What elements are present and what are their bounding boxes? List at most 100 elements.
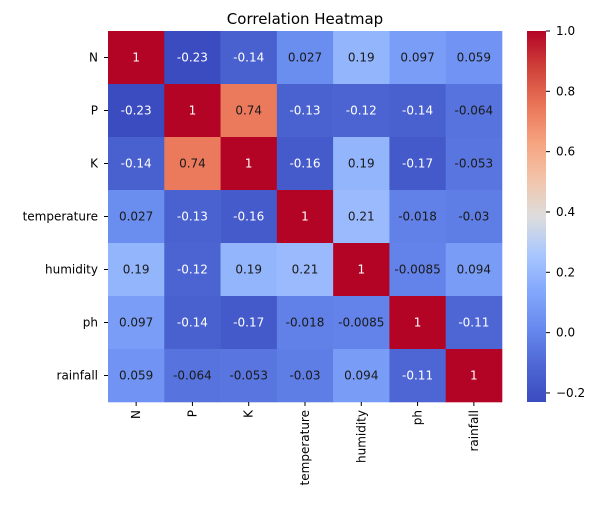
- heatmap-cell: [108, 243, 165, 297]
- heatmap-cell-value: -0.16: [233, 210, 264, 224]
- heatmap-cell-value: -0.018: [286, 316, 325, 330]
- heatmap-cell: [333, 137, 390, 191]
- heatmap-cell-value: -0.064: [455, 104, 494, 118]
- heatmap-cell: [445, 243, 503, 297]
- colorbar-tick-label: 0.0: [556, 326, 575, 340]
- y-axis-tick-label: N: [89, 51, 98, 65]
- heatmap-cell-value: 0.19: [348, 51, 375, 65]
- colorbar-tick-label: 0.4: [556, 205, 575, 219]
- heatmap-cell: [220, 190, 278, 244]
- heatmap-cell: [164, 190, 221, 244]
- heatmap-cell-value: -0.11: [458, 316, 489, 330]
- heatmap-cell-value: -0.11: [402, 369, 433, 383]
- heatmap-cells: [108, 31, 503, 403]
- heatmap-cell-value: 0.74: [179, 157, 206, 171]
- heatmap-cell: [220, 243, 278, 297]
- heatmap-cell: [445, 190, 503, 244]
- y-axis-tick-label: ph: [83, 316, 98, 330]
- heatmap-cell: [220, 349, 278, 403]
- heatmap-cell: [389, 243, 447, 297]
- heatmap-cell-value: -0.03: [289, 369, 320, 383]
- heatmap-cell: [333, 243, 390, 297]
- heatmap-cell-value: 0.097: [400, 51, 434, 65]
- colorbar-tick-label: 1.0: [556, 24, 575, 38]
- heatmap-cell: [333, 84, 390, 138]
- heatmap-cell-value: -0.12: [177, 263, 208, 277]
- heatmap-cell: [389, 296, 447, 350]
- y-axis-tick-label: humidity: [45, 263, 98, 277]
- heatmap-cell: [108, 84, 165, 138]
- chart-title: Correlation Heatmap: [227, 10, 383, 28]
- heatmap-cell: [445, 296, 503, 350]
- heatmap-cell-value: 0.21: [348, 210, 375, 224]
- heatmap-cell-value: -0.12: [346, 104, 377, 118]
- heatmap-cell-value: 0.094: [344, 369, 378, 383]
- heatmap-cell: [108, 137, 165, 191]
- heatmap-cell-value: 0.094: [457, 263, 491, 277]
- y-axis-tick-label: P: [91, 104, 98, 118]
- heatmap-cell-value: -0.17: [402, 157, 433, 171]
- heatmap-cell-value: 0.027: [119, 210, 153, 224]
- heatmap-cell-value: -0.0085: [394, 263, 440, 277]
- x-axis-tick-label: humidity: [354, 410, 368, 463]
- heatmap-cell-value: -0.23: [121, 104, 152, 118]
- x-axis-tick-label: P: [185, 410, 199, 417]
- x-axis-tick-label: temperature: [298, 410, 312, 485]
- heatmap-cell-value: 0.74: [235, 104, 262, 118]
- heatmap-cell-value: -0.17: [233, 316, 264, 330]
- heatmap-cell: [164, 137, 221, 191]
- heatmap-cell: [276, 349, 334, 403]
- heatmap-cell: [276, 31, 334, 85]
- x-axis-tick-label: ph: [411, 410, 425, 425]
- y-axis-tick-label: K: [90, 157, 99, 171]
- heatmap-cell: [108, 190, 165, 244]
- heatmap-cell-value: 1: [245, 157, 253, 171]
- heatmap-cell-value: 0.19: [348, 157, 375, 171]
- heatmap-cell-value: -0.14: [402, 104, 433, 118]
- heatmap-cell: [389, 349, 447, 403]
- heatmap-cell: [164, 84, 221, 138]
- heatmap-cell-value: 0.19: [123, 263, 150, 277]
- heatmap-cell-value: 0.027: [288, 51, 322, 65]
- heatmap-cell-value: 1: [132, 51, 140, 65]
- heatmap-cell: [445, 84, 503, 138]
- heatmap-cell-value: -0.018: [398, 210, 437, 224]
- heatmap-cell-value: 0.19: [235, 263, 262, 277]
- heatmap-cell: [333, 31, 390, 85]
- heatmap-cell: [164, 31, 221, 85]
- heatmap-cell-value: -0.14: [177, 316, 208, 330]
- heatmap-cell: [333, 190, 390, 244]
- colorbar-tick-label: 0.2: [556, 265, 575, 279]
- heatmap-cell-value: -0.053: [455, 157, 494, 171]
- heatmap-cell-value: 0.097: [119, 316, 153, 330]
- heatmap-cell: [164, 243, 221, 297]
- colorbar-tick-label: −0.2: [556, 386, 585, 400]
- heatmap-cell-value: -0.064: [173, 369, 212, 383]
- y-axis-tick-label: rainfall: [57, 369, 98, 383]
- heatmap-cell-value: -0.14: [233, 51, 264, 65]
- heatmap-cell: [220, 31, 278, 85]
- heatmap-cell: [445, 31, 503, 85]
- heatmap-cell: [276, 137, 334, 191]
- heatmap-cell-value: -0.13: [289, 104, 320, 118]
- heatmap-cell-value: -0.053: [229, 369, 268, 383]
- heatmap-cell: [220, 137, 278, 191]
- heatmap-cell-value: -0.0085: [338, 316, 384, 330]
- heatmap-cell: [389, 190, 447, 244]
- y-axis-tick-label: temperature: [23, 210, 98, 224]
- colorbar: [527, 31, 546, 402]
- heatmap-cell: [333, 296, 390, 350]
- x-axis-tick-label: N: [129, 410, 143, 419]
- colorbar-tick-label: 0.6: [556, 145, 575, 159]
- heatmap-cell: [108, 31, 165, 85]
- heatmap-cell: [333, 349, 390, 403]
- heatmap-cell: [445, 137, 503, 191]
- heatmap-cell-value: -0.13: [177, 210, 208, 224]
- heatmap-cell-value: 1: [189, 104, 197, 118]
- heatmap-cell: [445, 349, 503, 403]
- heatmap-cell: [108, 296, 165, 350]
- heatmap-cell: [276, 190, 334, 244]
- heatmap-cell: [389, 84, 447, 138]
- heatmap-cell: [108, 349, 165, 403]
